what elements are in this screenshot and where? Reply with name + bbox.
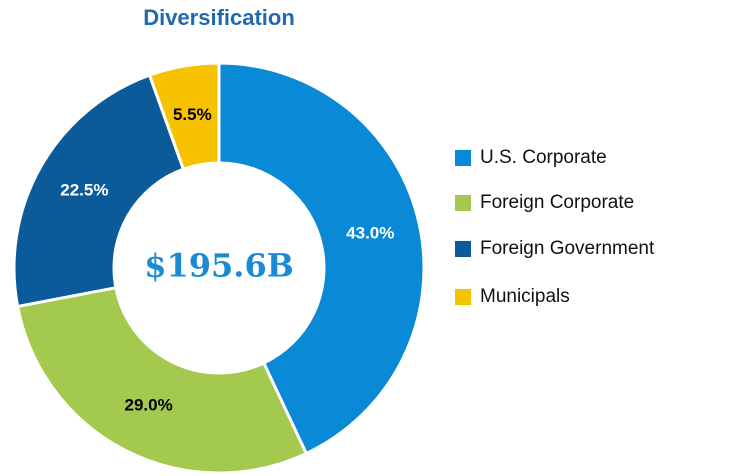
center-label: $195.6B [144,247,294,285]
legend-swatch [455,241,471,257]
legend-swatch [455,289,471,305]
legend-label: Municipals [480,286,570,307]
legend-label: U.S. Corporate [480,147,607,168]
slice [147,61,221,172]
slice [15,285,309,475]
slice-label: 29.0% [125,396,173,415]
slice [12,73,186,309]
legend-swatch [455,195,471,211]
slice [217,61,426,456]
legend-label: Foreign Corporate [480,192,634,213]
slices [12,61,426,475]
slice-label: 22.5% [60,181,108,200]
legend-label: Foreign Government [480,238,655,259]
chart-title: Diversification [143,5,295,30]
slice-label: 5.5% [173,105,212,124]
legend-swatch [455,150,471,166]
slice-label: 43.0% [346,224,394,243]
